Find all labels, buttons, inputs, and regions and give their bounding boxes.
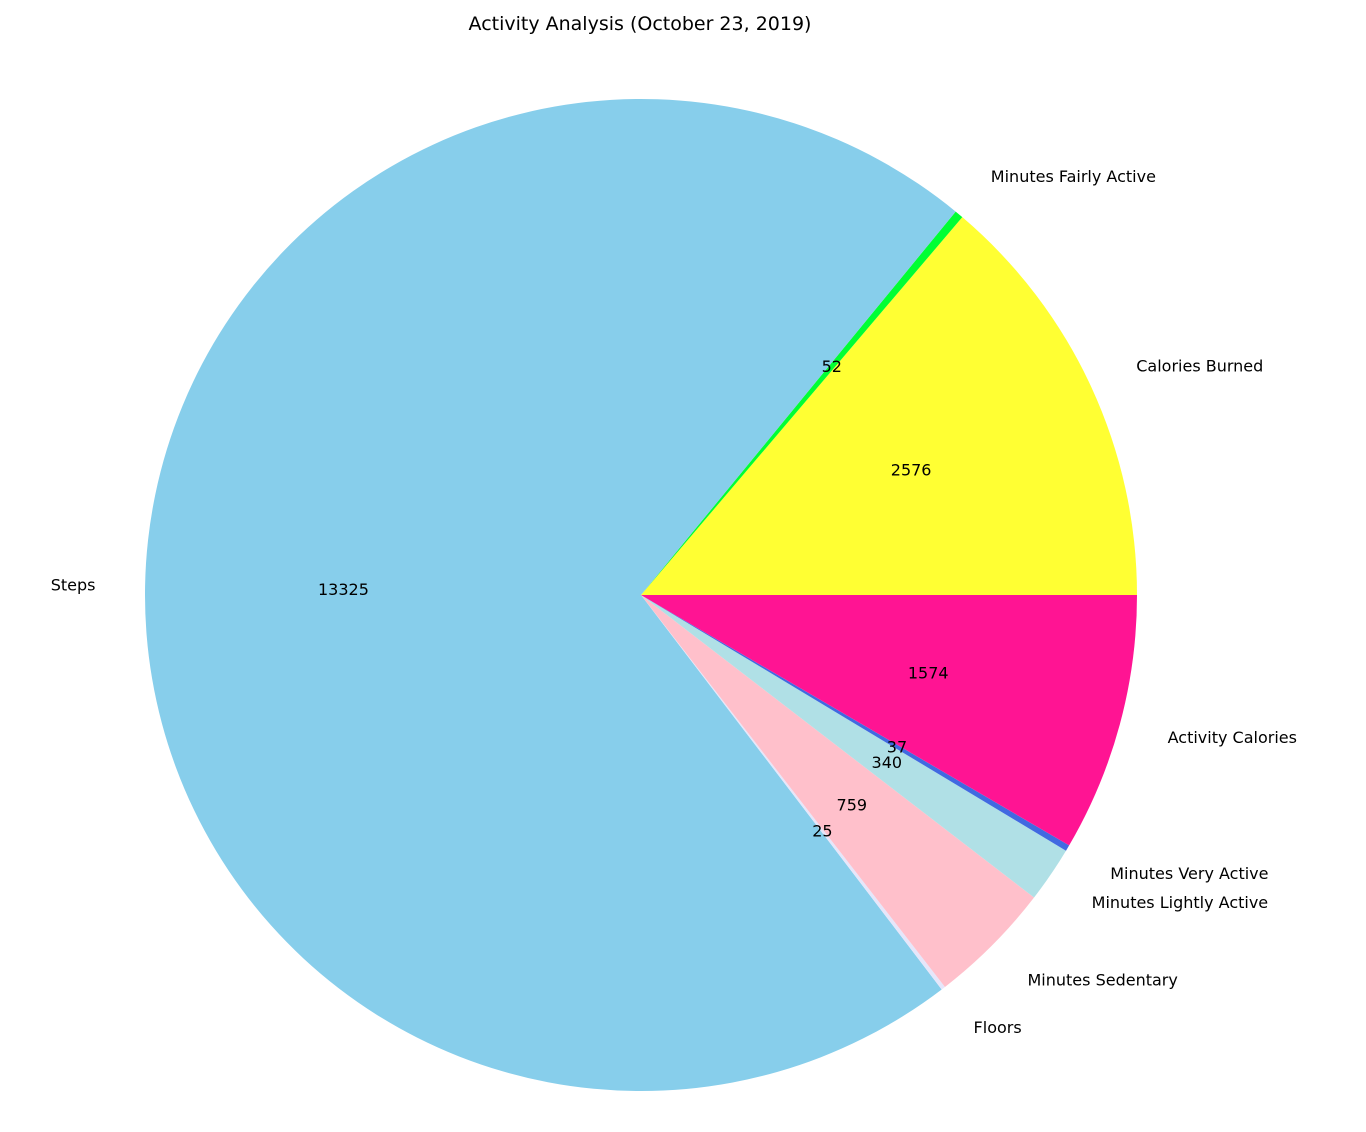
- value-label-minutes-fairly-active: 52: [822, 357, 842, 376]
- slice-steps: [144, 99, 956, 1092]
- slice-minutes-very-active: [641, 595, 1070, 851]
- slice-floors: [641, 595, 945, 990]
- chart-title: Activity Analysis (October 23, 2019): [469, 13, 812, 35]
- value-label-activity-calories: 1574: [908, 663, 949, 682]
- slice-label-minutes-lightly-active: Minutes Lightly Active: [1092, 893, 1269, 912]
- value-label-minutes-lightly-active: 340: [872, 753, 903, 772]
- slice-calories-burned: [641, 217, 1137, 595]
- slice-label-minutes-fairly-active: Minutes Fairly Active: [991, 167, 1156, 186]
- slice-label-calories-burned: Calories Burned: [1136, 357, 1263, 376]
- value-label-calories-burned: 2576: [891, 461, 932, 480]
- slice-label-floors: Floors: [974, 1018, 1022, 1037]
- value-label-minutes-very-active: 37: [887, 737, 907, 756]
- slice-minutes-lightly-active: [641, 595, 1066, 898]
- slice-label-activity-calories: Activity Calories: [1168, 728, 1297, 747]
- value-label-steps: 13325: [318, 580, 369, 599]
- pie-labels: Calories Burned 2576 Minutes Fairly Active…: [51, 167, 1297, 1037]
- slice-label-minutes-sedentary: Minutes Sedentary: [1028, 971, 1178, 990]
- value-label-minutes-sedentary: 759: [837, 796, 868, 815]
- value-label-floors: 25: [812, 821, 832, 840]
- slice-minutes-fairly-active: [641, 211, 963, 595]
- slice-label-minutes-very-active: Minutes Very Active: [1110, 864, 1268, 883]
- slice-minutes-sedentary: [641, 595, 1035, 987]
- pie-slices: [144, 99, 1137, 1092]
- slice-activity-calories: [641, 595, 1137, 846]
- slice-label-steps: Steps: [51, 576, 96, 595]
